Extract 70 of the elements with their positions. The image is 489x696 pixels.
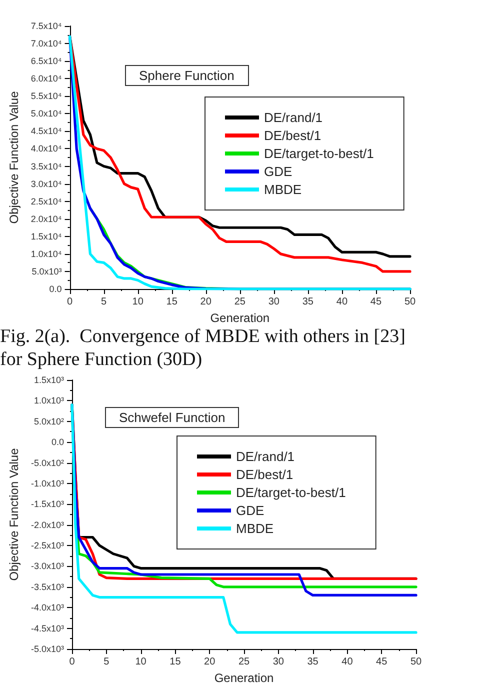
y-tick-label: 5.0x10² xyxy=(34,416,64,426)
y-tick-label: 6.0x10⁴ xyxy=(30,74,62,84)
y-tick-label: 4.5x10⁴ xyxy=(30,126,62,136)
y-tick-label: -4.5x10³ xyxy=(30,623,64,634)
y-tick-label: 6.5x10⁴ xyxy=(30,56,62,66)
x-tick-label: 0 xyxy=(67,296,74,308)
x-tick-label: 50 xyxy=(410,656,422,668)
y-tick-label: 5.0x10⁴ xyxy=(30,108,62,119)
y-tick-label: -5.0x10³ xyxy=(30,644,64,654)
x-tick-label: 45 xyxy=(376,656,388,668)
y-tick-label: -1.5x10³ xyxy=(30,499,64,510)
legend-label: GDE xyxy=(236,503,264,518)
y-tick-label: -2.5x10³ xyxy=(30,540,64,551)
x-tick-label: 30 xyxy=(268,296,280,308)
x-tick-label: 30 xyxy=(272,656,284,668)
x-tick-label: 5 xyxy=(104,656,110,668)
y-tick-label: 7.5x10⁴ xyxy=(30,21,62,31)
y-tick-label: -2.0x10³ xyxy=(30,520,64,530)
text: Schwefel Function xyxy=(119,410,226,425)
y-tick-label: 1.0x10⁴ xyxy=(30,248,62,259)
x-tick-label: 45 xyxy=(370,296,382,308)
y-tick-label: -3.5x10³ xyxy=(30,582,64,592)
x-tick-label: 5 xyxy=(101,296,108,308)
y-tick-label: 1.5x10⁴ xyxy=(30,231,62,242)
y-axis-title: Objective Function Value xyxy=(7,90,21,224)
x-tick-label: 15 xyxy=(166,296,178,308)
y-tick-label: 3.5x10⁴ xyxy=(30,161,62,172)
x-tick-label: 40 xyxy=(336,296,348,308)
x-tick-label: 25 xyxy=(238,656,250,668)
legend-label: DE/target-to-best/1 xyxy=(264,146,374,161)
legend-label: MBDE xyxy=(236,521,274,536)
y-tick-label: 5.0x10³ xyxy=(32,266,62,276)
caption: Fig. 2(a). Convergence of MBDE with others in [23] for Sphere Function (30D) xyxy=(0,326,410,370)
x-tick-label: 25 xyxy=(234,296,246,308)
y-tick-label: -1.0x10³ xyxy=(30,478,64,488)
y-tick-label: 2.5x10⁴ xyxy=(30,196,62,206)
x-tick-label: 20 xyxy=(200,296,212,308)
y-tick-label: 1.5x10³ xyxy=(34,375,64,385)
legend-label: DE/best/1 xyxy=(264,128,322,143)
y-tick-label: 1.0x10³ xyxy=(34,396,64,406)
legend-label: DE/best/1 xyxy=(236,467,294,482)
y-tick-label: 2.0x10⁴ xyxy=(30,214,62,224)
legend-label: MBDE xyxy=(264,182,302,197)
legend-label: DE/rand/1 xyxy=(236,449,295,464)
y-tick-label: 5.5x10⁴ xyxy=(30,91,62,102)
x-axis-title: Generation xyxy=(210,310,270,325)
x-tick-label: 0 xyxy=(69,656,76,668)
y-tick-label: 3.0x10⁴ xyxy=(30,178,62,189)
legend-label: DE/target-to-best/1 xyxy=(236,485,346,500)
y-tick-label: -4.0x10³ xyxy=(30,602,64,613)
y-tick-label: -5.0x10² xyxy=(30,458,64,468)
y-tick-label: -3.0x10³ xyxy=(30,561,64,572)
x-axis-title: Generation xyxy=(214,670,274,685)
legend-label: DE/rand/1 xyxy=(264,110,323,125)
y-tick-label: 0.0 xyxy=(49,284,62,294)
x-tick-label: 10 xyxy=(135,656,147,668)
x-tick-label: 35 xyxy=(307,656,319,668)
y-tick-label: 4.0x10⁴ xyxy=(30,144,62,154)
x-tick-label: 35 xyxy=(302,296,314,308)
y-tick-label: 0.0 xyxy=(51,437,64,448)
y-tick-label: 7.0x10⁴ xyxy=(30,38,62,49)
x-tick-label: 10 xyxy=(132,296,144,308)
x-tick-label: 20 xyxy=(204,656,216,668)
x-tick-label: 15 xyxy=(170,656,182,668)
x-tick-label: 50 xyxy=(404,296,416,308)
x-tick-label: 40 xyxy=(342,656,354,668)
y-axis-title: Objective Function Value xyxy=(7,448,22,581)
text: Sphere Function xyxy=(139,68,234,83)
legend-label: GDE xyxy=(264,164,292,179)
line-series xyxy=(70,404,418,634)
